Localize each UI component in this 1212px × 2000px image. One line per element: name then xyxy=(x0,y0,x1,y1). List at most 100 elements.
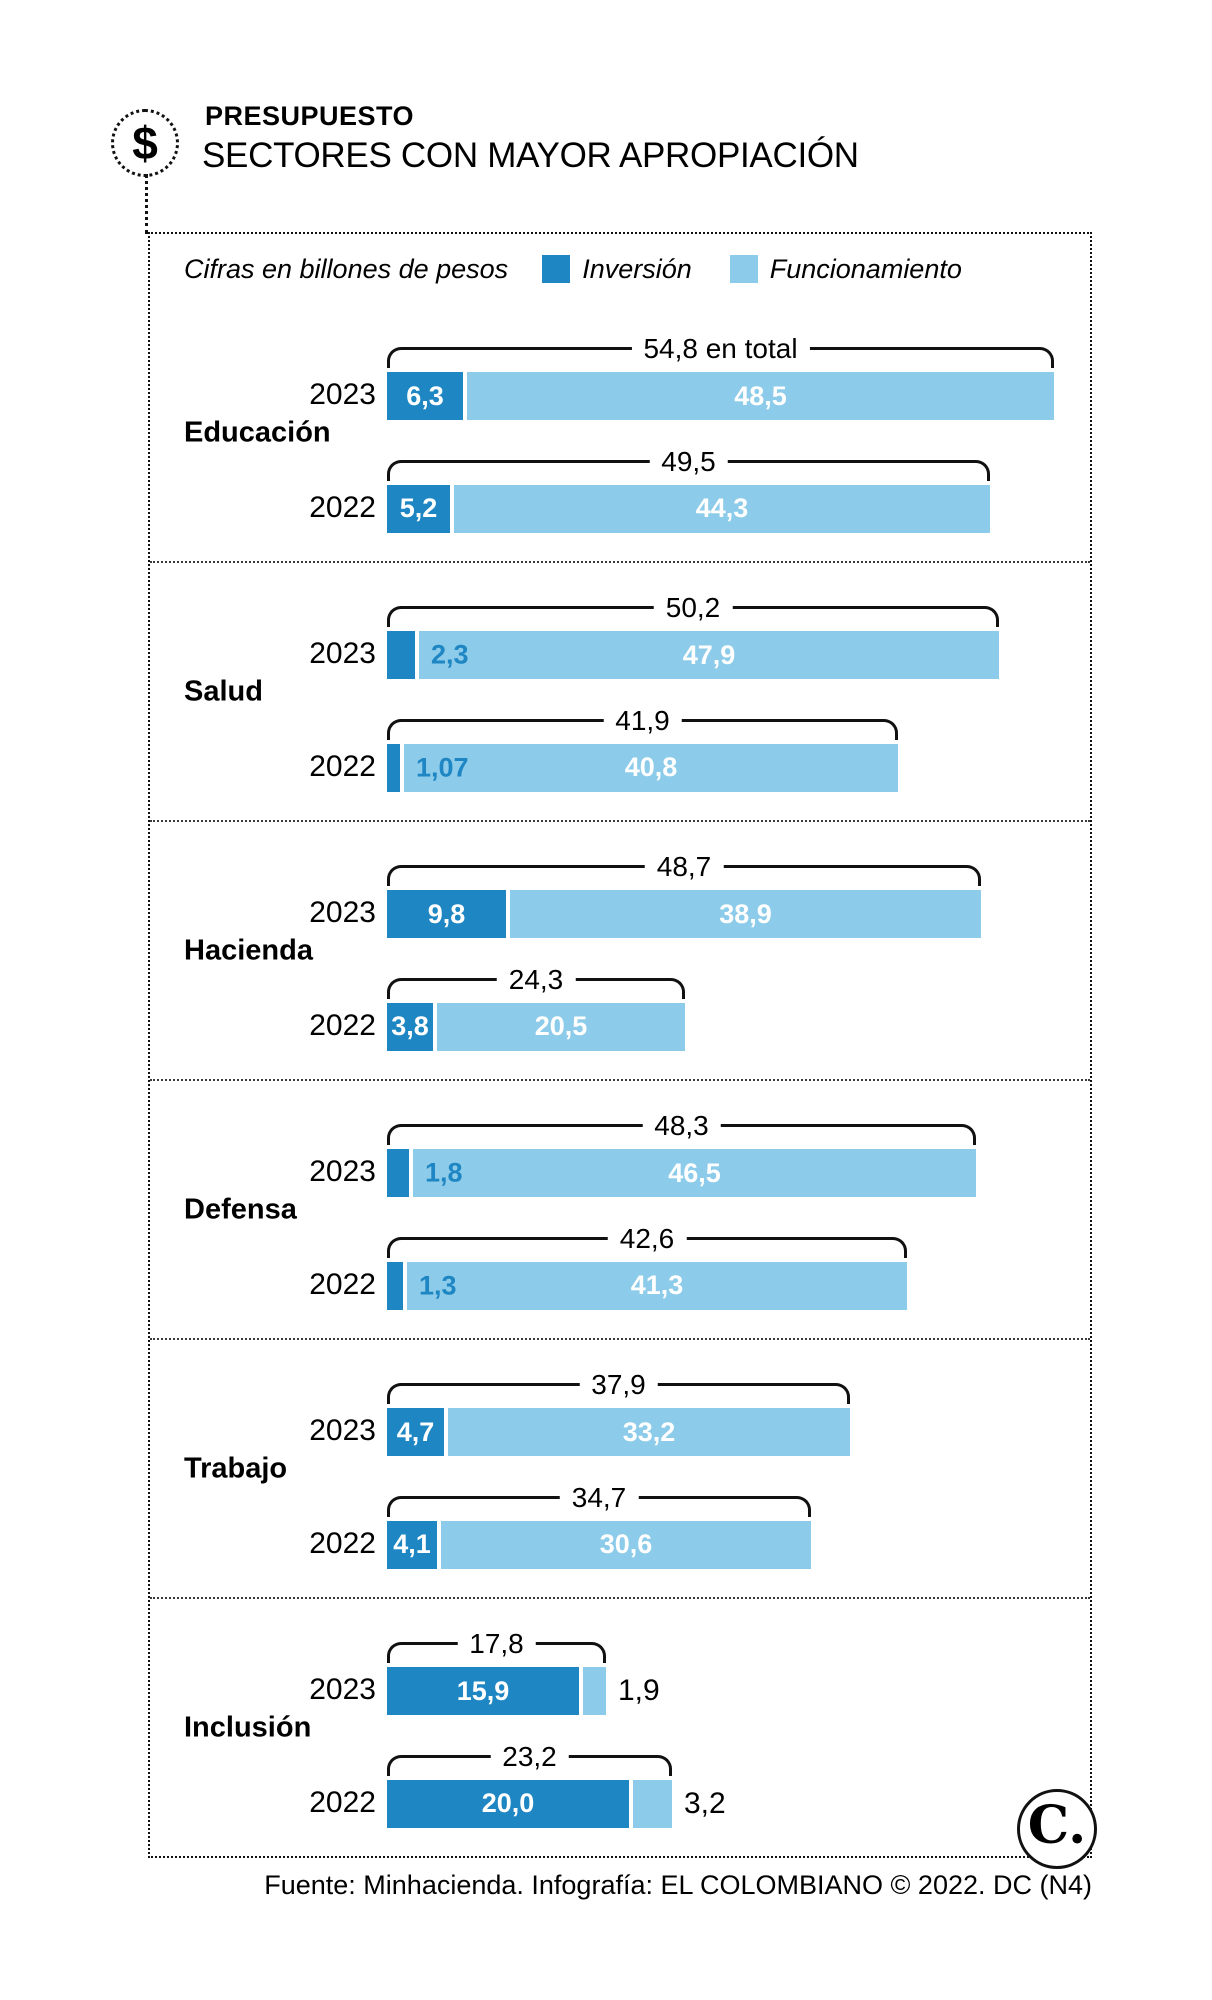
inversion-segment: 5,2 xyxy=(387,484,450,533)
funcionamiento-value-label: 33,2 xyxy=(622,1416,676,1447)
sector-educación: Educación 2023 54,8 en total 6,3 48,5 2022 49,… xyxy=(150,304,1090,561)
total-bracket: 24,3 xyxy=(387,963,685,999)
badge-connector-line xyxy=(145,174,148,234)
dollar-badge-icon: $ xyxy=(111,109,179,177)
stacked-bar: 15,9 1,9 xyxy=(387,1667,660,1716)
funcionamiento-segment: 2,3 47,9 xyxy=(419,631,999,680)
year-label: 2022 xyxy=(309,749,376,783)
inversion-segment: 15,9 xyxy=(387,1667,579,1716)
legend-item-funcionamiento: Funcionamiento xyxy=(729,254,962,285)
funcionamiento-value-label: 47,9 xyxy=(682,639,736,670)
inversion-value-label: 5,2 xyxy=(399,493,438,524)
sector-label: Defensa xyxy=(184,1193,297,1225)
year-label: 2023 xyxy=(309,1155,376,1189)
funcionamiento-segment: 1,07 40,8 xyxy=(404,743,898,792)
bar-row-2022: 2022 42,6 1,3 41,3 xyxy=(150,1222,1090,1310)
year-label: 2023 xyxy=(309,637,376,671)
total-value-label: 49,5 xyxy=(649,445,728,478)
sector-label: Educación xyxy=(184,416,331,448)
source-credit: Fuente: Minhacienda. Infografía: EL COLO… xyxy=(264,1870,1092,1900)
inversion-value-label: 1,8 xyxy=(425,1157,463,1188)
year-label: 2023 xyxy=(309,896,376,930)
year-label: 2023 xyxy=(309,1673,376,1707)
inversion-segment: 4,1 xyxy=(387,1520,437,1569)
segment-gap xyxy=(450,484,454,533)
bar-row-2023: 2023 54,8 en total 6,3 48,5 xyxy=(150,332,1090,421)
stacked-bar: 3,8 20,5 xyxy=(387,1002,685,1051)
year-label: 2022 xyxy=(309,490,376,524)
segment-gap xyxy=(506,890,510,939)
funcionamiento-segment: 38,9 xyxy=(510,890,981,939)
legend-item-inversion: Inversión xyxy=(542,254,692,285)
sector-hacienda: Hacienda 2023 48,7 9,8 38,9 2022 24,3 3,8 20,5 xyxy=(150,820,1090,1079)
year-label: 2023 xyxy=(309,378,376,412)
total-bracket: 54,8 en total xyxy=(387,333,1054,369)
segment-gap xyxy=(629,1779,633,1828)
legend-label-inversion: Inversión xyxy=(582,253,692,284)
page-title: SECTORES CON MAYOR APROPIACIÓN xyxy=(202,136,859,175)
bar-row-2022: 2022 23,2 20,0 3,2 xyxy=(150,1740,1090,1828)
bar-row-2022: 2022 34,7 4,1 30,6 xyxy=(150,1481,1090,1569)
sector-defensa: Defensa 2023 48,3 1,8 46,5 2022 42,6 1,3 41,3 xyxy=(150,1079,1090,1338)
total-value-label: 41,9 xyxy=(603,704,682,737)
total-value-label: 24,3 xyxy=(496,963,576,996)
total-value-label: 48,7 xyxy=(644,851,724,884)
section-kicker: PRESUPUESTO xyxy=(205,101,415,131)
inversion-value-label: 2,3 xyxy=(431,639,469,670)
funcionamiento-segment: 3,2 xyxy=(633,1779,726,1828)
segment-gap xyxy=(403,1261,407,1310)
stacked-bar: 4,1 30,6 xyxy=(387,1520,811,1569)
inversion-value-label: 9,8 xyxy=(427,898,466,929)
inversion-value-label: 1,07 xyxy=(416,752,469,783)
total-bracket: 17,8 xyxy=(387,1628,606,1664)
funcionamiento-value-label: 20,5 xyxy=(534,1011,588,1042)
year-label: 2022 xyxy=(309,1267,376,1301)
funcionamiento-segment: 44,3 xyxy=(454,484,990,533)
stacked-bar: 6,3 48,5 xyxy=(387,372,1054,421)
inversion-segment: 4,7 xyxy=(387,1408,444,1457)
funcionamiento-value-label: 38,9 xyxy=(719,898,772,929)
funcionamiento-value-label: 46,5 xyxy=(668,1157,721,1188)
funcionamiento-segment: 20,5 xyxy=(437,1002,685,1051)
legend-units-note: Cifras en billones de pesos xyxy=(184,253,509,284)
funcionamiento-value-label: 30,6 xyxy=(599,1529,653,1560)
total-bracket: 23,2 xyxy=(387,1740,672,1776)
funcionamiento-segment: 33,2 xyxy=(448,1408,850,1457)
segment-gap xyxy=(463,372,467,421)
total-value-label: 34,7 xyxy=(559,1481,639,1514)
inversion-segment: 3,8 xyxy=(387,1002,433,1051)
sector-label: Hacienda xyxy=(184,934,313,966)
funcionamiento-value-label: 3,2 xyxy=(684,1786,726,1820)
segment-gap xyxy=(437,1520,441,1569)
stacked-bar: 20,0 3,2 xyxy=(387,1779,726,1828)
stacked-bar: 9,8 38,9 xyxy=(387,890,981,939)
year-label: 2023 xyxy=(309,1414,376,1448)
total-value-label: 42,6 xyxy=(607,1222,687,1255)
bar-row-2023: 2023 50,2 2,3 47,9 xyxy=(150,591,1090,680)
funcionamiento-value-label: 40,8 xyxy=(624,752,678,783)
inversion-swatch-icon xyxy=(542,255,571,283)
total-bracket: 37,9 xyxy=(387,1369,850,1405)
segment-gap xyxy=(433,1002,437,1051)
total-bracket: 48,7 xyxy=(387,851,981,887)
total-bracket: 42,6 xyxy=(387,1222,907,1258)
inversion-value-label: 6,3 xyxy=(406,380,444,411)
total-value-label: 48,3 xyxy=(642,1110,721,1143)
sector-label: Trabajo xyxy=(184,1452,288,1484)
funcionamiento-value-label: 1,9 xyxy=(618,1674,660,1708)
total-bracket: 48,3 xyxy=(387,1110,976,1146)
bar-row-2023: 2023 48,3 1,8 46,5 xyxy=(150,1109,1090,1198)
total-value-label: 37,9 xyxy=(579,1369,658,1402)
inversion-value-label: 4,1 xyxy=(393,1529,431,1560)
funcionamiento-value-label: 41,3 xyxy=(630,1270,684,1301)
bar-row-2023: 2023 17,8 15,9 1,9 xyxy=(150,1627,1090,1716)
inversion-value-label: 4,7 xyxy=(396,1416,435,1447)
funcionamiento-value-label: 44,3 xyxy=(695,493,749,524)
funcionamiento-segment: 1,8 46,5 xyxy=(413,1149,976,1198)
stacked-bar: 2,3 47,9 xyxy=(387,631,999,680)
total-bracket: 49,5 xyxy=(387,445,990,481)
bar-row-2022: 2022 49,5 5,2 44,3 xyxy=(150,445,1090,533)
total-bracket: 50,2 xyxy=(387,592,999,628)
bar-row-2022: 2022 41,9 1,07 40,8 xyxy=(150,704,1090,792)
segment-gap xyxy=(579,1667,583,1716)
